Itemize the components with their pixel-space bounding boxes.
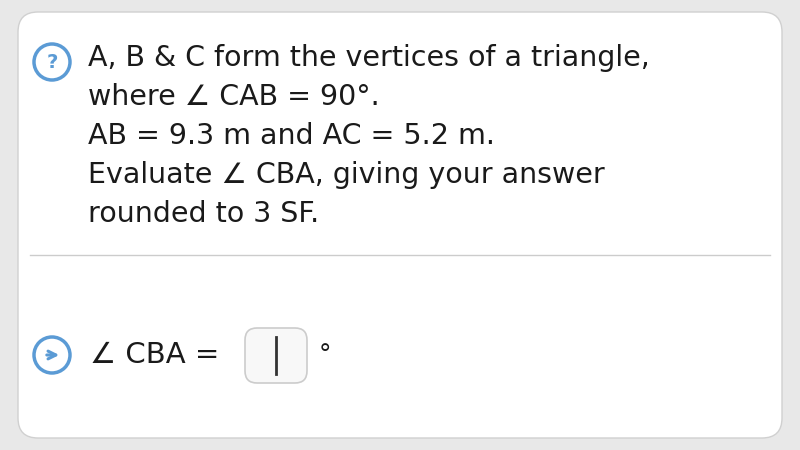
Text: rounded to 3 SF.: rounded to 3 SF. — [88, 200, 319, 228]
FancyBboxPatch shape — [18, 12, 782, 438]
Text: ∠ CBA =: ∠ CBA = — [90, 341, 219, 369]
Text: AB = 9.3 m and AC = 5.2 m.: AB = 9.3 m and AC = 5.2 m. — [88, 122, 495, 150]
FancyBboxPatch shape — [245, 328, 307, 383]
Text: °: ° — [319, 343, 331, 367]
Text: ?: ? — [46, 54, 58, 72]
Text: Evaluate ∠ CBA, giving your answer: Evaluate ∠ CBA, giving your answer — [88, 161, 605, 189]
Text: where ∠ CAB = 90°.: where ∠ CAB = 90°. — [88, 83, 380, 111]
Text: A, B & C form the vertices of a triangle,: A, B & C form the vertices of a triangle… — [88, 44, 650, 72]
